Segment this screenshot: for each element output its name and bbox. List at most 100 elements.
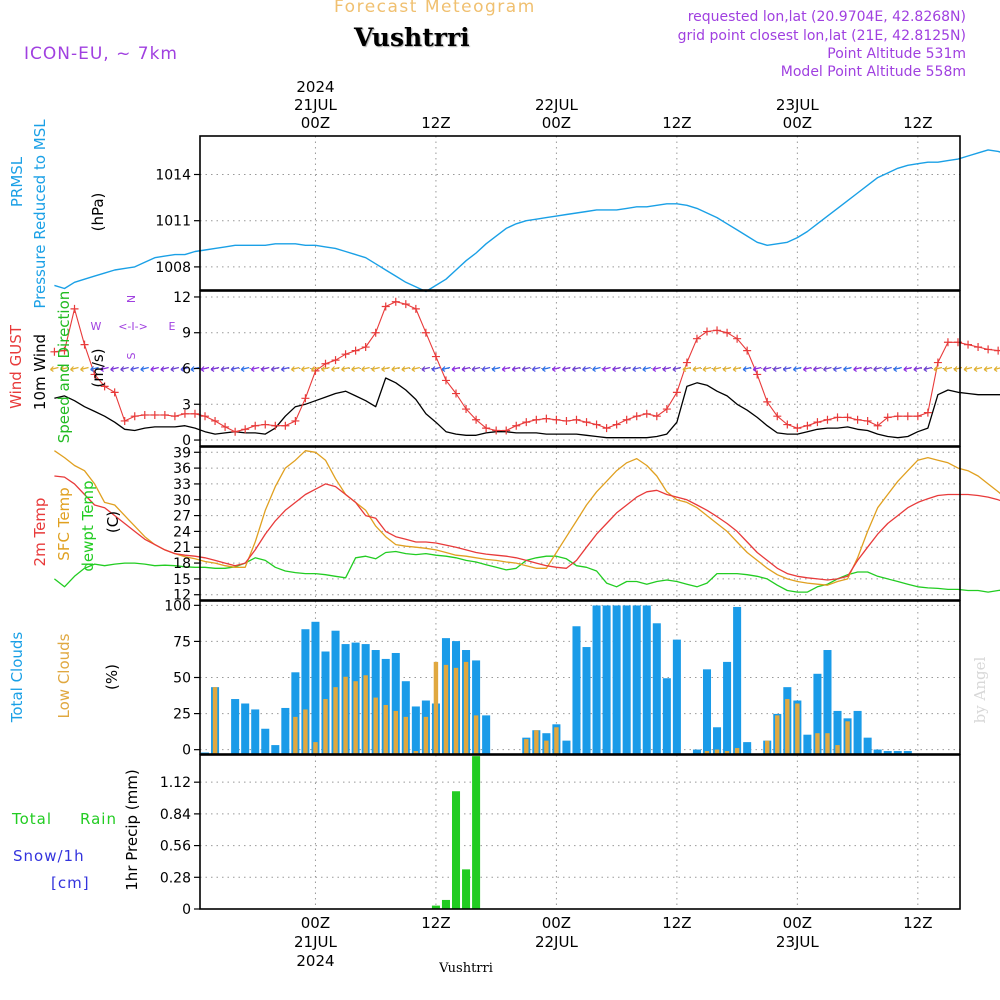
total-cloud-bar [873,749,882,754]
precip-bar [431,905,440,909]
axis-labels: 1008101110140369121215182124273033363902… [155,78,989,976]
total-cloud-bar [291,672,300,754]
gust-marker [984,345,993,354]
total-cloud-bar [813,673,822,754]
low-cloud-bar [212,687,218,754]
total-cloud-bar [662,678,671,754]
y-tick-label: 3 [182,397,191,413]
year-label-top: 2024 [296,78,334,96]
gust-marker [160,411,169,419]
gust-marker [411,304,420,313]
gust-marker [261,420,270,429]
wind-direction-arrow [672,366,682,372]
precip-ylabel: 1hr Precip (mm) [123,769,141,890]
x-tick-label-bottom: 12Z [421,914,450,932]
gust-marker [401,300,410,309]
total-cloud-bar [592,605,601,754]
gust-marker [301,394,310,403]
panel-side-labels: N W <-I-> E S PRMSL Pressure Reduced to MSL (hP… [7,119,176,892]
gust-marker [923,408,932,417]
total-cloud-bar [411,706,420,754]
gust-marker [120,416,129,425]
x-tick-label-bottom: 00Z [783,914,812,932]
wind-direction-arrow [110,366,119,372]
gust-marker [492,426,501,435]
pressure-line [54,149,1000,293]
gust-marker [964,340,973,349]
total-cloud-bar [743,742,752,754]
total-cloud-bar [281,707,290,754]
total-cloud-bar [241,703,250,754]
gust-marker [391,297,400,306]
gust-marker [281,421,290,430]
y-tick-label: 0 [182,743,191,759]
wind-direction-arrow [471,366,481,372]
y-tick-label: 1011 [155,214,191,230]
y-tick-label: 39 [173,445,191,461]
gust-marker [703,327,712,336]
y-tick-label: 1008 [155,260,191,276]
gust-marker [150,411,159,419]
total-cloud-bar [632,605,641,754]
wind-direction-arrow [943,366,953,372]
location-title: Vushtrri [354,23,470,52]
gust-marker [552,415,561,424]
total-cloud-bar [803,734,812,754]
wind-direction-arrow [712,366,722,372]
wind-direction-arrow [321,366,330,372]
gust-marker [532,415,541,424]
wind-direction-arrow [150,366,159,372]
wind-label-2: 10m Wind [31,334,49,410]
y-tick-label: 36 [173,461,191,477]
gust-marker [903,412,912,421]
wind-direction-arrow [90,366,99,372]
gust-marker [632,412,641,421]
low-cloud-bar [293,716,298,754]
gust-marker [833,413,842,422]
low-cloud-bar [473,715,479,754]
y-tick-label: 18 [173,556,191,572]
wind-direction-arrow [270,366,280,372]
gust-marker [170,412,179,421]
y-tick-label: 15 [173,572,191,588]
gust-marker [90,370,99,379]
gust-marker [241,425,250,434]
total-cloud-bar [602,605,611,754]
compass-east: E [169,320,176,333]
x-tick-label-top: 12Z [662,114,691,132]
temp-2m-line [54,475,1000,581]
wind-direction-arrow [70,366,79,372]
total-cloud-bar [301,629,310,754]
day-label-bottom: 22JUL [535,933,578,951]
wind-direction-arrow [411,366,420,372]
gust-marker [572,415,581,424]
gust-marker [783,420,792,429]
low-cloud-bar [845,721,850,754]
y-tick-label: 0 [182,433,191,449]
wind-direction-arrow [782,366,792,372]
gust-marker [753,370,762,379]
gust-marker [221,422,230,431]
wind-direction-arrow [451,366,461,372]
wind-direction-arrow [521,366,531,372]
gust-marker [913,412,922,421]
wind-direction-arrow [491,366,501,372]
gust-marker [853,415,862,424]
gust-marker [692,334,701,343]
cloud-label-2: Low Clouds [55,633,73,718]
gust-marker [652,412,661,421]
wind-direction-arrow [893,366,902,372]
wind-direction-arrow [963,366,973,372]
wind-gust-line [54,301,1000,433]
gust-marker [431,352,440,361]
wind-direction-arrow [702,366,712,372]
low-cloud-bar [554,727,559,754]
wind-direction-arrow [823,366,832,372]
low-cloud-bar [765,740,770,754]
wind-direction-arrow [652,366,661,372]
total-cloud-bar [823,650,832,754]
precip-legend-rain: Rain [80,810,117,828]
wind-direction-arrow [200,366,210,372]
precip-bar [441,899,450,909]
low-cloud-bar [333,687,338,754]
